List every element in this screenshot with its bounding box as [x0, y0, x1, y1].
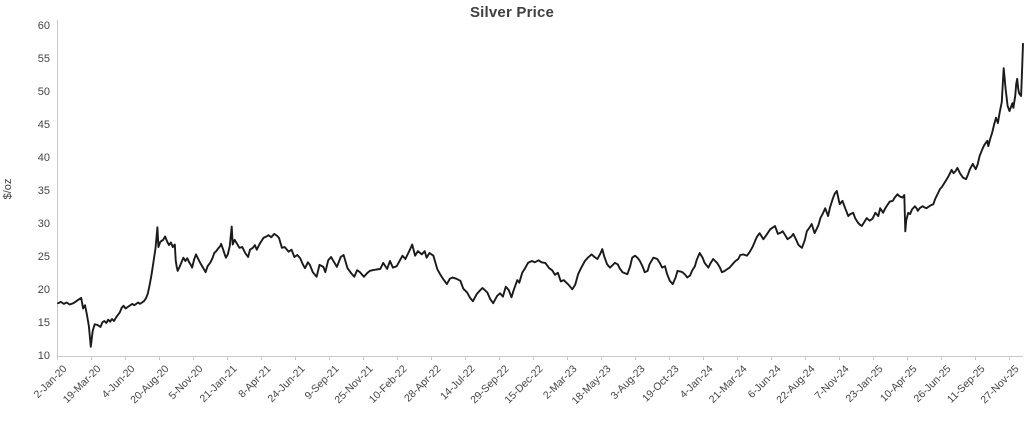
y-tick-label: 40: [37, 151, 50, 164]
y-tick-label: 20: [37, 283, 50, 296]
y-tick-label: 50: [37, 85, 50, 98]
silver-price-line: [57, 42, 1024, 348]
y-tick-label: 30: [37, 217, 50, 230]
y-tick-label: 10: [37, 349, 50, 362]
y-tick-label: 55: [37, 52, 50, 65]
y-tick-label: 15: [37, 316, 50, 329]
chart-title: Silver Price: [469, 4, 555, 21]
y-tick-label: 45: [37, 118, 50, 131]
y-tick-label: 35: [37, 184, 50, 197]
y-tick-label: 60: [37, 19, 50, 32]
y-tick-label: 25: [37, 250, 50, 263]
